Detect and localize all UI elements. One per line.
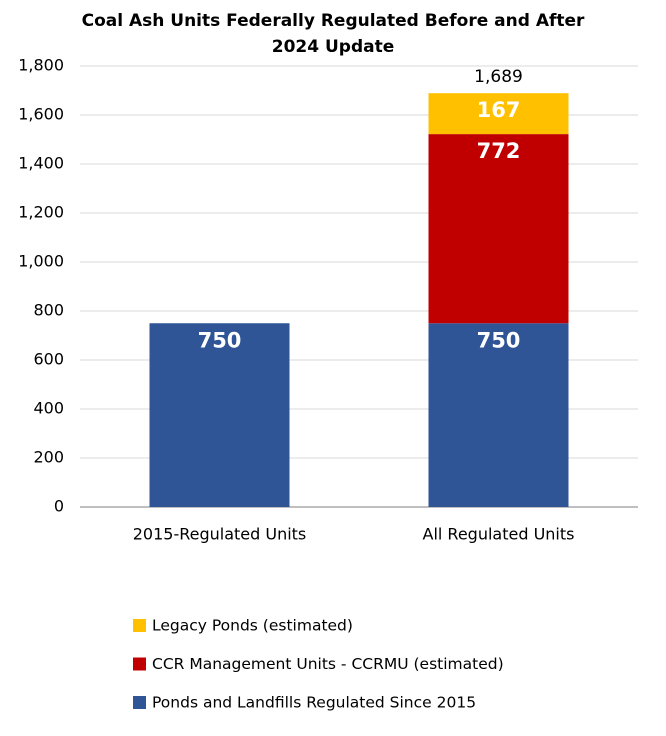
x-tick-label: 2015-Regulated Units xyxy=(133,525,307,544)
bar-segment xyxy=(428,93,569,135)
y-tick-label: 0 xyxy=(54,497,64,516)
legend-label: CCR Management Units - CCRMU (estimated) xyxy=(152,655,504,673)
data-label: 167 xyxy=(477,98,521,122)
bar-segment xyxy=(428,134,569,324)
legend-swatch xyxy=(133,657,146,671)
legend-label: Ponds and Landfills Regulated Since 2015 xyxy=(152,694,476,712)
data-label: 750 xyxy=(477,328,521,352)
y-tick-label: 1,400 xyxy=(18,154,64,173)
legend-swatch xyxy=(133,619,146,632)
y-tick-label: 1,000 xyxy=(18,252,64,271)
x-tick-label: All Regulated Units xyxy=(423,525,575,544)
y-tick-label: 1,200 xyxy=(18,203,64,222)
y-tick-label: 400 xyxy=(33,399,64,418)
y-tick-label: 1,800 xyxy=(18,56,64,75)
data-label: 772 xyxy=(477,139,521,163)
y-tick-label: 600 xyxy=(33,350,64,369)
y-tick-label: 800 xyxy=(33,301,64,320)
bar-segment xyxy=(428,323,569,507)
total-label: 1,689 xyxy=(474,67,523,87)
legend-label: Legacy Ponds (estimated) xyxy=(152,617,353,635)
y-tick-label: 1,600 xyxy=(18,105,64,124)
data-label: 750 xyxy=(198,328,242,352)
y-tick-label: 200 xyxy=(33,448,64,467)
chart-title: Coal Ash Units Federally Regulated Befor… xyxy=(81,11,585,57)
bar-segment xyxy=(149,323,290,507)
legend-swatch xyxy=(133,696,146,709)
